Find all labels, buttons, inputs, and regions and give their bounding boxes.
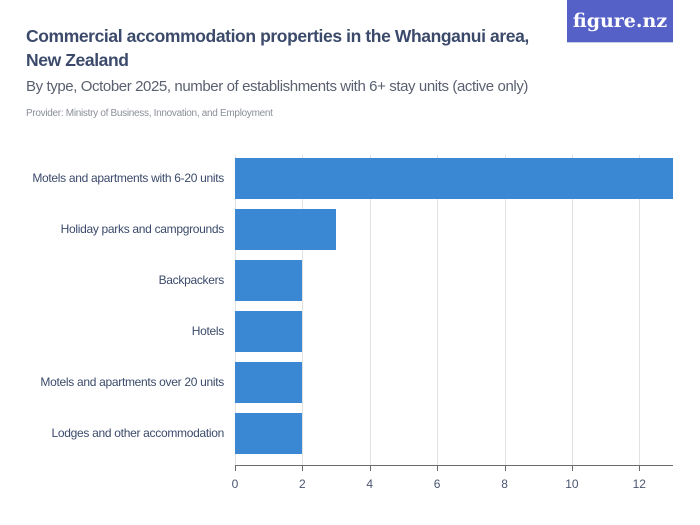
bar[interactable] [235, 413, 303, 454]
bar[interactable] [235, 158, 673, 199]
chart-subtitle: By type, October 2025, number of establi… [26, 78, 529, 95]
x-tick [369, 466, 371, 471]
logo-underline [567, 42, 673, 43]
x-axis-line [235, 465, 673, 466]
x-tick [639, 466, 641, 471]
category-label: Backpackers [158, 273, 225, 287]
chart-title: Commercial accommodation properties in t… [26, 26, 529, 70]
gridline [235, 155, 236, 465]
gridline [437, 155, 439, 465]
x-tick-label: 12 [632, 477, 646, 491]
provider-credit: Provider: Ministry of Business, Innovati… [26, 108, 273, 119]
x-tick [235, 466, 236, 471]
x-tick-label: 8 [501, 477, 508, 491]
bar[interactable] [235, 260, 303, 301]
x-tick [302, 466, 304, 471]
gridline [302, 155, 304, 465]
x-tick-label: 6 [433, 477, 441, 491]
category-label: Lodges and other accommodation [51, 426, 225, 440]
x-tick [437, 466, 439, 471]
bar[interactable] [235, 362, 303, 403]
category-label: Hotels [191, 324, 225, 338]
x-tick-label: 0 [231, 477, 239, 491]
gridline [639, 155, 641, 465]
category-label: Motels and apartments with 6-20 units [32, 171, 224, 185]
x-tick [504, 466, 506, 471]
bar[interactable] [235, 209, 337, 250]
category-label: Holiday parks and campgrounds [60, 222, 225, 236]
gridline [504, 155, 506, 465]
bar[interactable] [235, 311, 303, 352]
x-tick-label: 4 [366, 477, 374, 491]
x-tick-label: 2 [299, 477, 306, 491]
figure-nz-logo[interactable]: figure.nz [567, 0, 673, 42]
plot-area [235, 155, 673, 465]
x-tick-label: 10 [565, 477, 579, 491]
x-tick [571, 466, 573, 471]
gridline [571, 155, 573, 465]
category-label: Motels and apartments over 20 units [40, 375, 224, 389]
gridline [369, 155, 371, 465]
